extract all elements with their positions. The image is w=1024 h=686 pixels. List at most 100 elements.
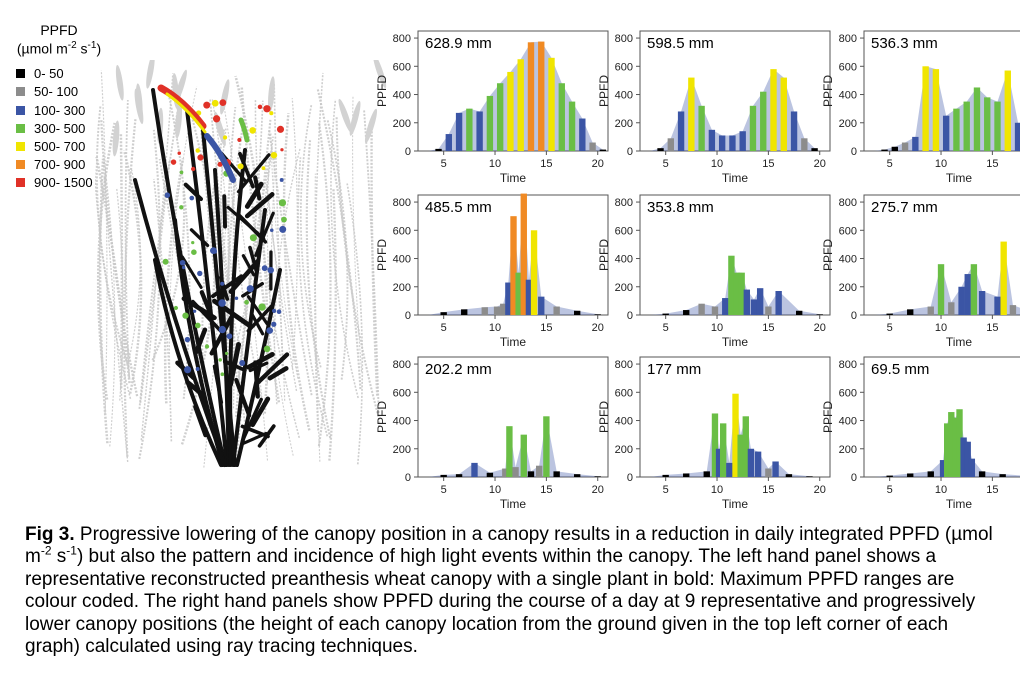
y-axis-label: PPFD [821, 401, 835, 433]
legend-swatch [16, 178, 25, 188]
ppfd-bar [543, 416, 550, 477]
figure-caption: Fig 3. Progressive lowering of the canop… [25, 524, 993, 658]
y-axis-label: PPFD [821, 239, 835, 271]
y-axis-label: PPFD [375, 401, 389, 433]
ppfd-bar [948, 412, 955, 477]
ppfd-panel: 02004006008005101520TimePPFD275.7 mm [821, 194, 1020, 349]
y-tick-label: 800 [615, 197, 633, 209]
x-tick-label: 10 [489, 322, 501, 334]
y-tick-label: 400 [839, 416, 857, 428]
ppfd-bar [493, 306, 501, 315]
ppfd-bar [737, 434, 744, 477]
ppfd-bar [435, 148, 442, 151]
ppfd-area [874, 66, 1020, 151]
x-tick-label: 15 [540, 484, 552, 496]
ppfd-bar [796, 310, 803, 315]
ppfd-bar [579, 118, 586, 151]
ppfd-legend: PPFD (µmol m-2 s-1) 0- 50 50- 100 100- 300… [4, 22, 114, 192]
ppfd-bar [507, 71, 514, 151]
ppfd-bar [886, 313, 893, 315]
x-axis-label: Time [500, 335, 527, 349]
y-tick-label: 0 [405, 310, 411, 322]
x-tick-label: 5 [441, 484, 447, 496]
ppfd-bar [978, 471, 986, 477]
ppfd-bar [749, 105, 757, 151]
ppfd-bar [667, 138, 674, 151]
ppfd-bar [912, 136, 919, 151]
ppfd-bar [594, 476, 601, 477]
ppfd-bar [520, 434, 527, 477]
ppfd-bar [558, 83, 565, 151]
y-tick-label: 800 [615, 359, 633, 371]
ppfd-bar [964, 274, 971, 315]
ppfd-area [428, 416, 598, 477]
x-tick-label: 10 [711, 322, 723, 334]
ppfd-bar [683, 310, 690, 315]
x-tick-label: 15 [986, 158, 998, 170]
ppfd-bar [958, 286, 965, 315]
x-axis-label: Time [946, 335, 973, 349]
legend-unit: (µmol m-2 s-1) [16, 40, 102, 57]
x-tick-label: 5 [663, 322, 669, 334]
ppfd-bar [589, 142, 596, 151]
panel-height-label: 536.3 mm [871, 35, 938, 52]
y-tick-label: 400 [393, 90, 411, 102]
y-tick-label: 0 [405, 472, 411, 484]
ppfd-bar [525, 279, 533, 315]
ppfd-bar [747, 448, 755, 477]
legend-label: 900- 1500 [34, 175, 93, 191]
ppfd-bar [466, 108, 473, 151]
y-tick-label: 800 [615, 33, 633, 45]
ppfd-bar [722, 298, 729, 315]
ppfd-bar [948, 302, 955, 315]
ppfd-bar [455, 474, 463, 477]
x-axis-label: Time [722, 497, 749, 511]
ppfd-bar [907, 473, 914, 477]
ppfd-bar [881, 149, 888, 151]
panel-height-label: 485.5 mm [425, 199, 492, 216]
ppfd-bar [932, 69, 940, 151]
ppfd-bar [743, 289, 750, 315]
ppfd-bar [708, 129, 716, 151]
ppfd-bar [440, 474, 447, 477]
legend-label: 500- 700 [34, 139, 86, 154]
ppfd-bar [1014, 122, 1020, 151]
ppfd-bar [510, 216, 517, 315]
ppfd-bar [548, 57, 555, 151]
ppfd-bar [994, 101, 1001, 151]
ppfd-bar [698, 303, 705, 315]
x-tick-label: 5 [663, 158, 669, 170]
legend-item: 0- 50 [4, 65, 114, 83]
y-tick-label: 200 [839, 118, 857, 130]
ppfd-panel: 0 200 400 600 800 5 10 15 20 Time PPFD 628.9 mm [375, 30, 609, 185]
ppfd-bar [574, 310, 581, 315]
ppfd-bar [964, 441, 971, 477]
ppfd-bar [711, 413, 719, 477]
y-axis-label: PPFD [597, 401, 611, 433]
y-tick-label: 800 [839, 33, 857, 45]
legend-swatch [16, 160, 25, 170]
legend-item: 900- 1500 [4, 174, 114, 192]
ppfd-bar [711, 306, 719, 315]
x-tick-label: 10 [711, 158, 723, 170]
ppfd-bar [553, 306, 560, 315]
ppfd-bar [984, 97, 991, 151]
ppfd-bar [770, 69, 777, 151]
y-tick-label: 0 [627, 310, 633, 322]
y-tick-label: 400 [839, 254, 857, 266]
ppfd-bar [720, 423, 727, 477]
x-tick-label: 5 [441, 322, 447, 334]
y-tick-label: 600 [615, 61, 633, 73]
ppfd-bar [688, 77, 695, 151]
ppfd-bar [506, 426, 513, 477]
x-axis-label: Time [946, 171, 973, 185]
y-axis-label: PPFD [375, 239, 389, 271]
x-tick-label: 20 [814, 158, 826, 170]
y-tick-label: 600 [839, 61, 857, 73]
y-tick-label: 600 [393, 387, 411, 399]
legend-items: 0- 50 50- 100 100- 300 300- 500 500- 700 700-… [4, 65, 114, 192]
y-tick-label: 600 [839, 225, 857, 237]
ppfd-bar [718, 135, 726, 151]
x-tick-label: 5 [663, 484, 669, 496]
